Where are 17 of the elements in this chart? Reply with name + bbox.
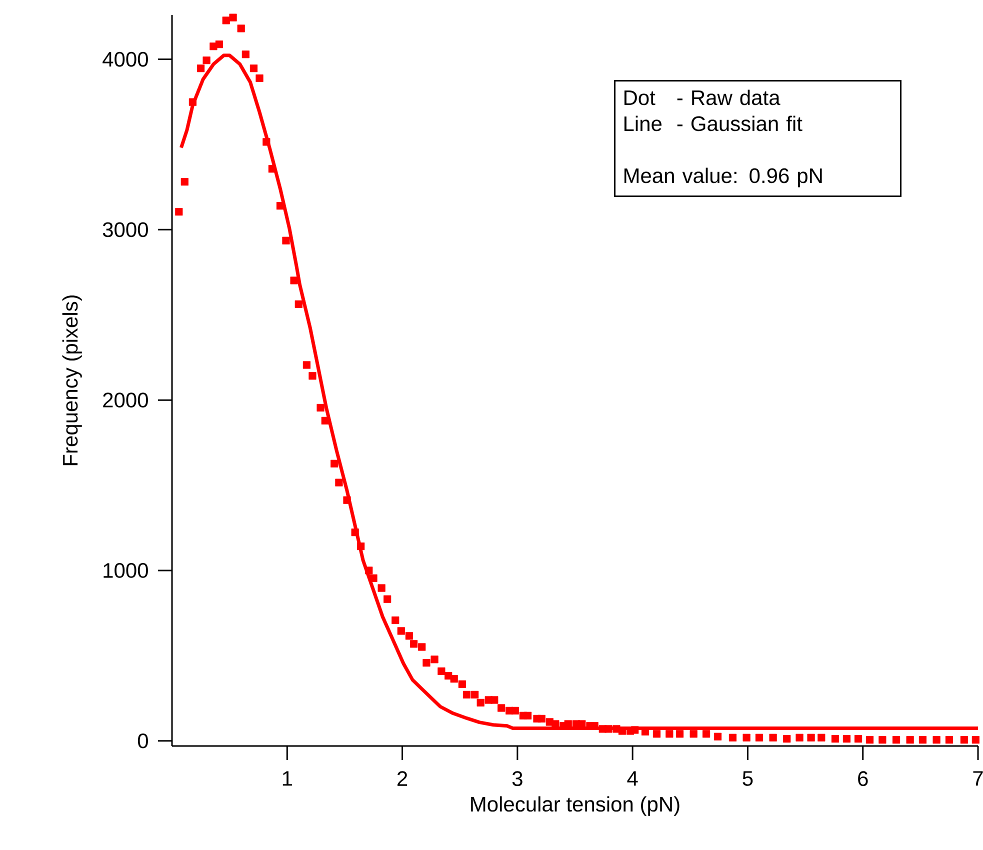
x-tick-label: 1 (282, 771, 292, 786)
y-tick-label: 2000 (103, 392, 148, 408)
y-tick-label: 0 (138, 733, 148, 748)
x-tick-label: 6 (858, 771, 868, 786)
y-tick-label: 1000 (104, 563, 148, 578)
y-tick-label: 4000 (102, 52, 148, 67)
x-tick-label: 3 (512, 771, 522, 786)
x-tick-label: 2 (398, 771, 408, 786)
x-axis-title: Molecular tension (pN) (471, 796, 680, 816)
y-axis-title: Frequency (pixels) (62, 295, 82, 466)
y-tick-label: 3000 (102, 222, 148, 238)
annotation: Dot - Raw data (624, 90, 780, 106)
x-tick-label: 4 (627, 771, 638, 786)
x-tick-label: 5 (742, 771, 753, 786)
annotation: Line - Gaussian fit (624, 116, 802, 132)
x-tick-label: 7 (973, 771, 983, 786)
annotation: Mean value: 0.96 pN (624, 168, 822, 188)
